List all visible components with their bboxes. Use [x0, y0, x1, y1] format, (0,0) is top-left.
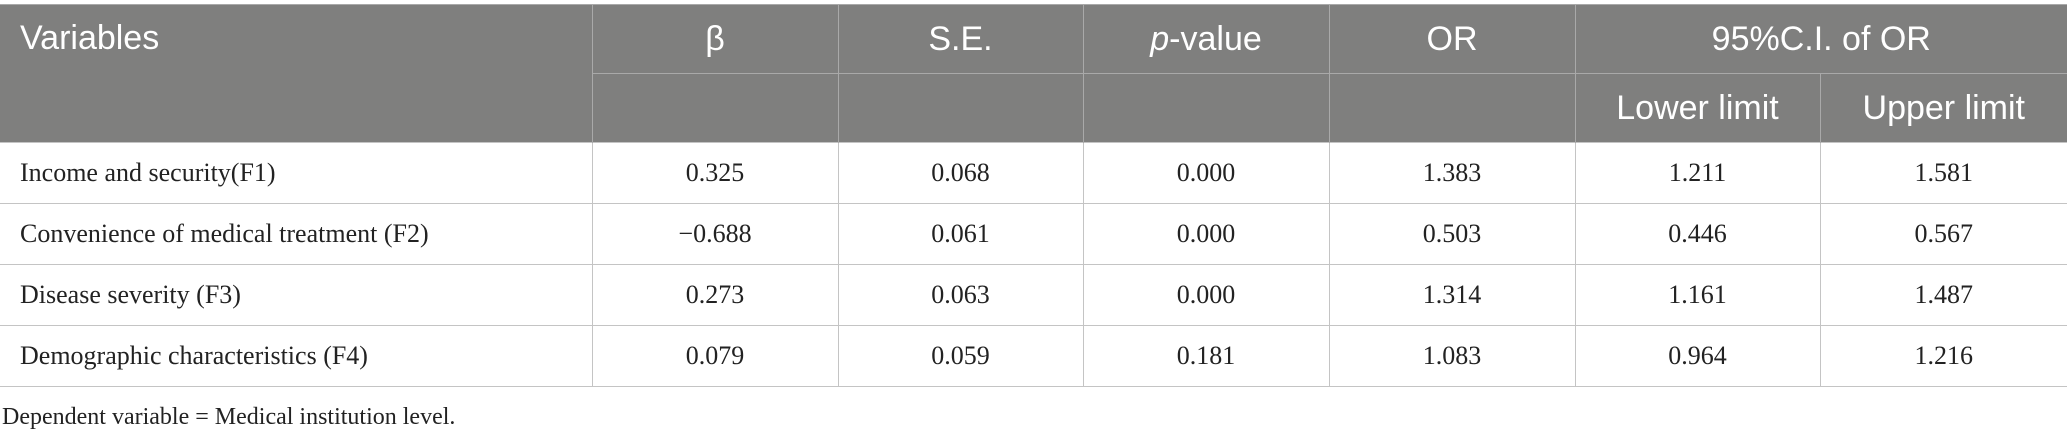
value-cell: 0.079 [591, 325, 839, 387]
table-row: Disease severity (F3) 0.273 0.063 0.000 1.31… [0, 264, 2067, 326]
value-cell: 0.503 [1328, 203, 1576, 265]
table-row: Convenience of medical treatment (F2) −0.… [0, 203, 2067, 265]
header-cell [591, 73, 838, 143]
value-cell: 1.216 [1819, 325, 2067, 387]
table-row: Income and security(F1) 0.325 0.068 0.000 1.… [0, 142, 2067, 204]
value-cell: 0.061 [837, 203, 1084, 265]
table-header: Variables β S.E. p-value OR 95%C.I. of O… [0, 4, 2067, 143]
variable-cell: Demographic characteristics (F4) [0, 325, 593, 387]
header-cell: 95%C.I. of OR [1574, 4, 2067, 74]
header-cell: Lower limit [1574, 73, 1820, 143]
header-cell: Upper limit [1819, 73, 2067, 143]
table-body: Income and security(F1) 0.325 0.068 0.000 1.… [0, 142, 2067, 387]
header-row: Lower limit Upper limit [0, 73, 2067, 143]
value-cell: 0.000 [1082, 142, 1330, 204]
value-cell: 0.325 [591, 142, 839, 204]
value-cell: 0.068 [837, 142, 1084, 204]
header-text: p [1150, 19, 1170, 58]
variable-cell: Convenience of medical treatment (F2) [0, 203, 593, 265]
value-cell: 0.567 [1819, 203, 2067, 265]
value-cell: 0.063 [837, 264, 1084, 326]
header-cell [1082, 73, 1329, 143]
value-cell: 1.211 [1574, 142, 1821, 204]
header-row: Variables β S.E. p-value OR 95%C.I. of O… [0, 4, 2067, 143]
footnote: Dependent variable = Medical institution… [2, 404, 456, 430]
value-cell: 1.581 [1819, 142, 2067, 204]
value-cell: 0.000 [1082, 203, 1330, 265]
value-cell: −0.688 [591, 203, 839, 265]
header-cell: OR [1328, 4, 1575, 74]
value-cell: 0.000 [1082, 264, 1330, 326]
header-text: -value [1169, 19, 1262, 58]
value-cell: 0.181 [1082, 325, 1330, 387]
value-cell: 1.383 [1328, 142, 1576, 204]
value-cell: 1.487 [1819, 264, 2067, 326]
header-cell: β [591, 4, 838, 74]
header-cell [1328, 73, 1575, 143]
value-cell: 1.083 [1328, 325, 1576, 387]
value-cell: 1.161 [1574, 264, 1821, 326]
value-cell: 0.059 [837, 325, 1084, 387]
variable-cell: Income and security(F1) [0, 142, 593, 204]
results-table: Variables β S.E. p-value OR 95%C.I. of O… [0, 4, 2067, 387]
value-cell: 0.446 [1574, 203, 1821, 265]
header-cell: Variables [0, 4, 592, 143]
variable-cell: Disease severity (F3) [0, 264, 593, 326]
table-row: Demographic characteristics (F4) 0.079 0.0… [0, 325, 2067, 387]
value-cell: 0.273 [591, 264, 839, 326]
header-cell [837, 73, 1083, 143]
value-cell: 1.314 [1328, 264, 1576, 326]
value-cell: 0.964 [1574, 325, 1821, 387]
header-cell: S.E. [837, 4, 1083, 74]
header-cell: p-value [1082, 4, 1329, 74]
